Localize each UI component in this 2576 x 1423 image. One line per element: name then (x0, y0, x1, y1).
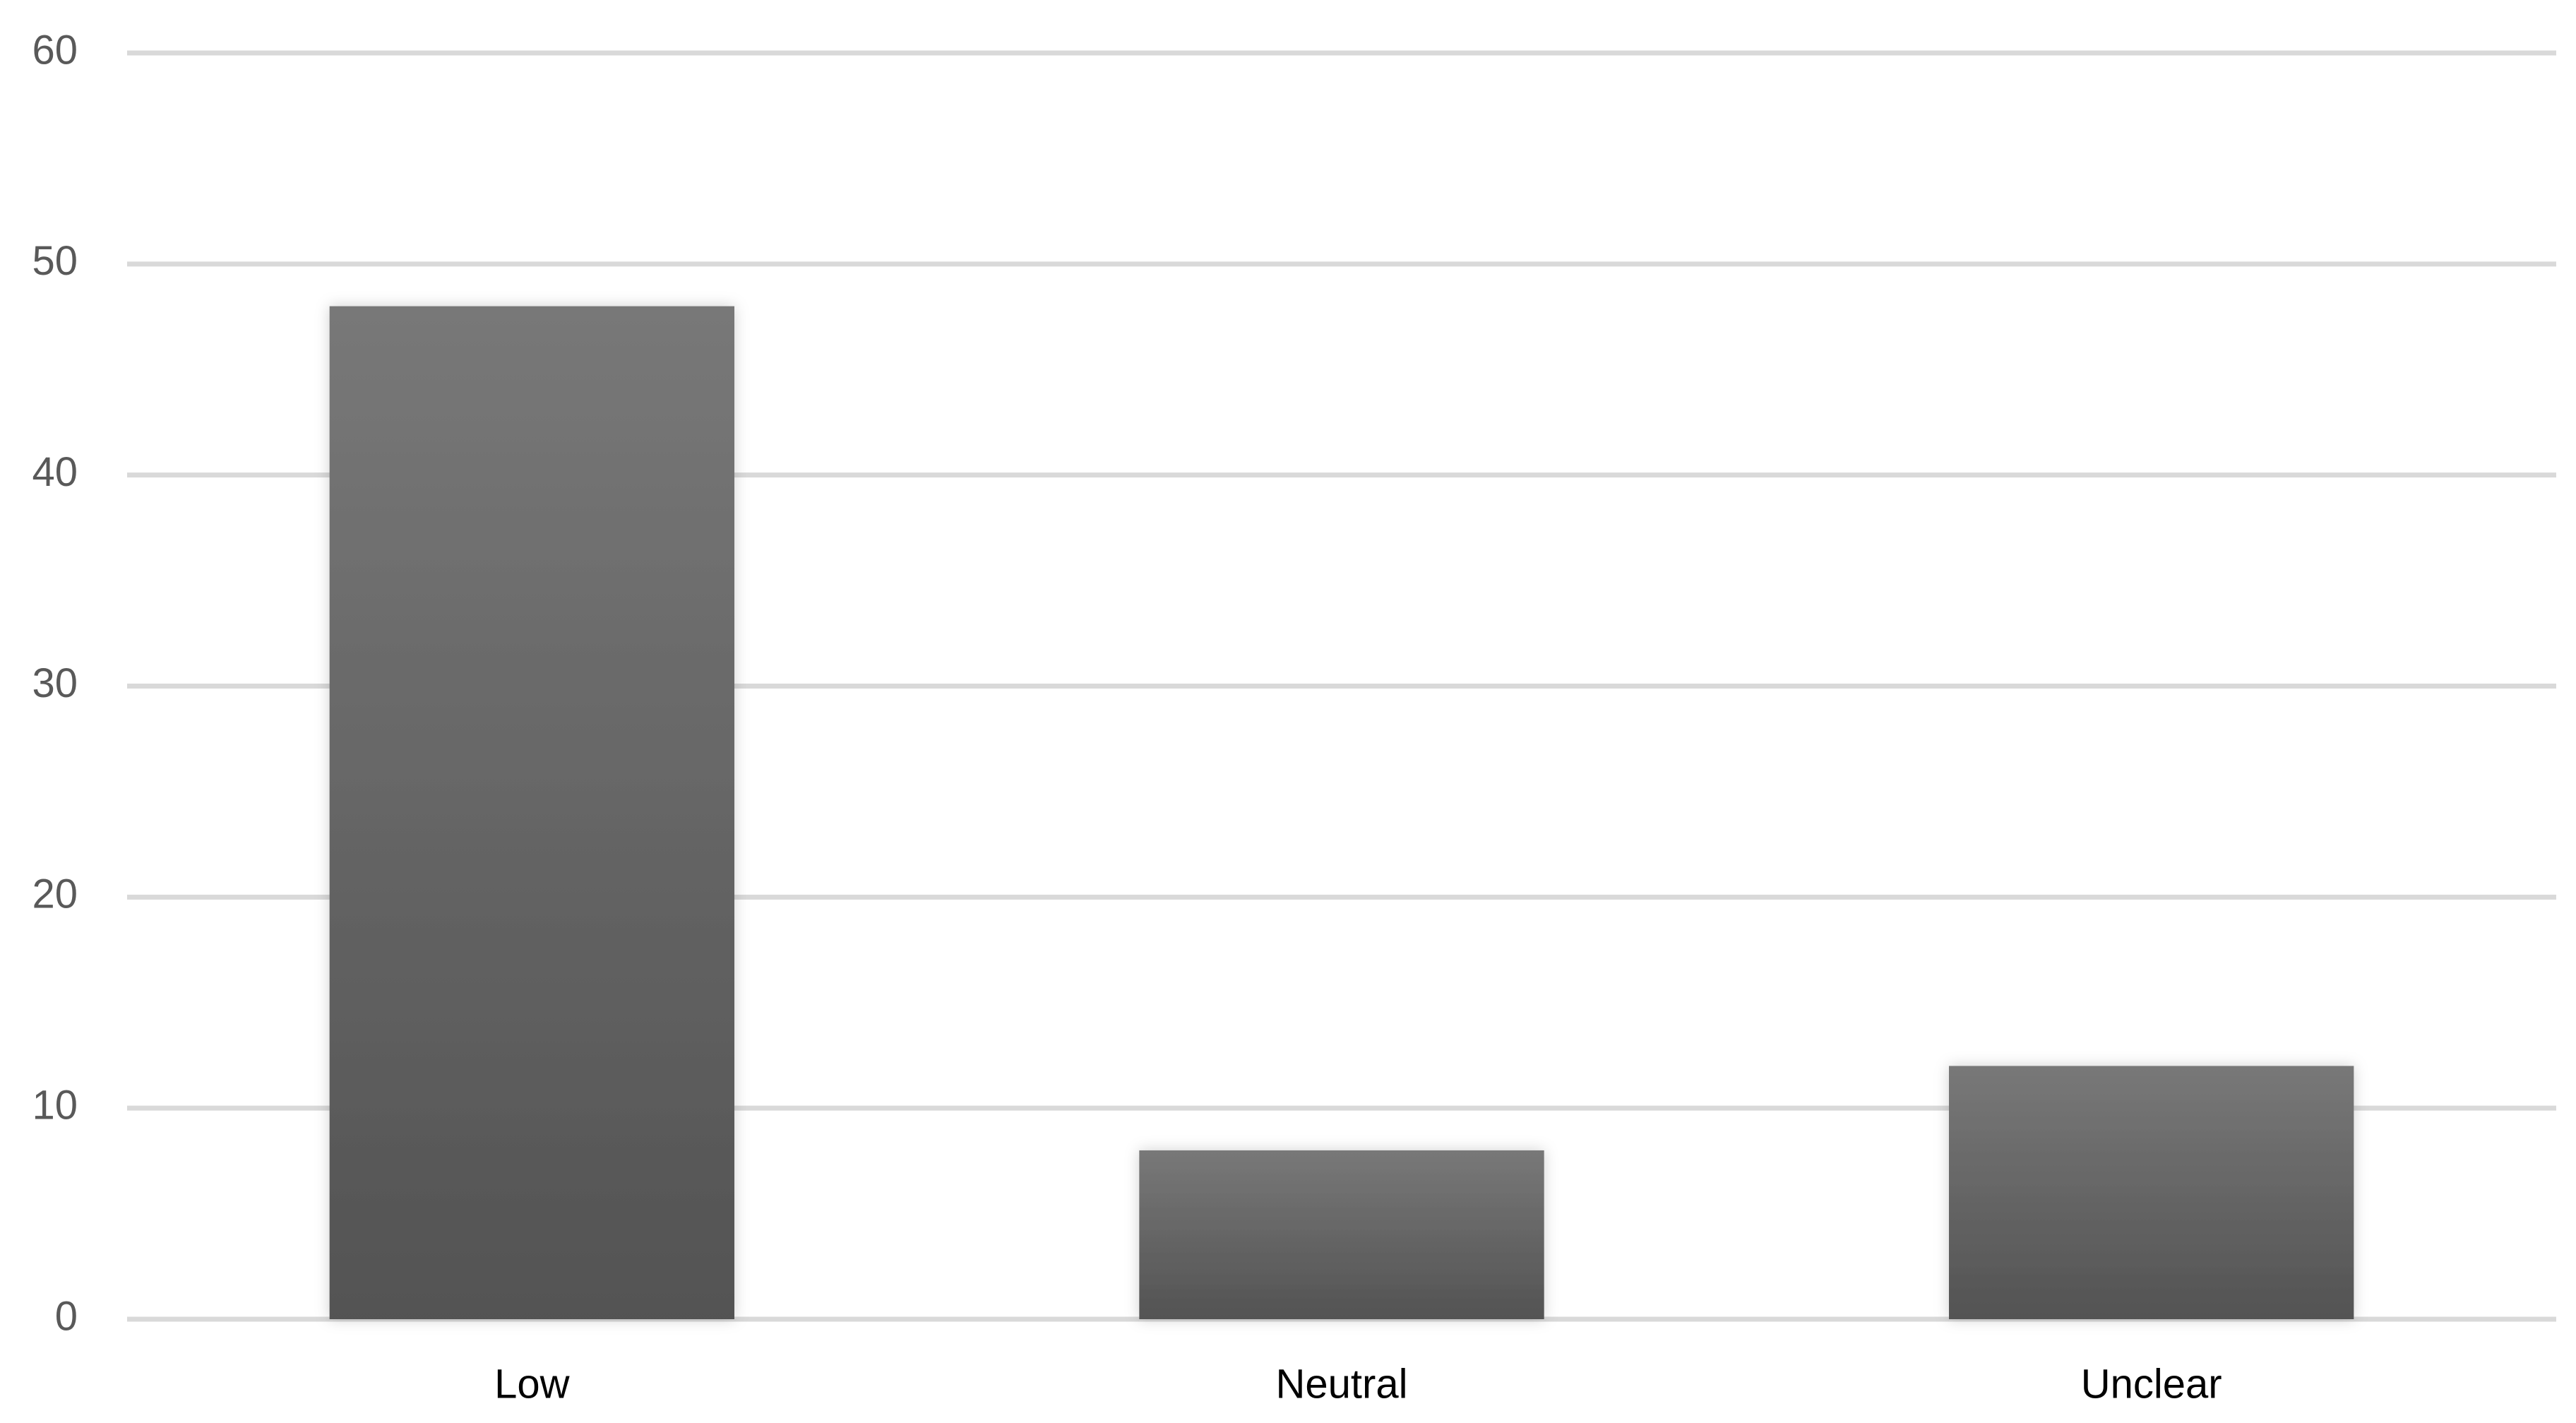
x-tick-label: Low (494, 1361, 571, 1407)
x-tick-label: Unclear (2081, 1361, 2222, 1407)
y-tick-label: 50 (32, 238, 78, 284)
y-tick-label: 40 (32, 449, 78, 495)
y-tick-label: 30 (32, 660, 78, 706)
y-tick-label: 20 (32, 871, 78, 917)
bar (329, 306, 735, 1320)
y-tick-label: 10 (32, 1082, 78, 1128)
y-tick-label: 0 (55, 1293, 78, 1339)
bar (1949, 1066, 2354, 1319)
y-tick-label: 60 (32, 27, 78, 73)
x-tick-label: Neutral (1276, 1361, 1408, 1407)
bar (1139, 1150, 1544, 1319)
